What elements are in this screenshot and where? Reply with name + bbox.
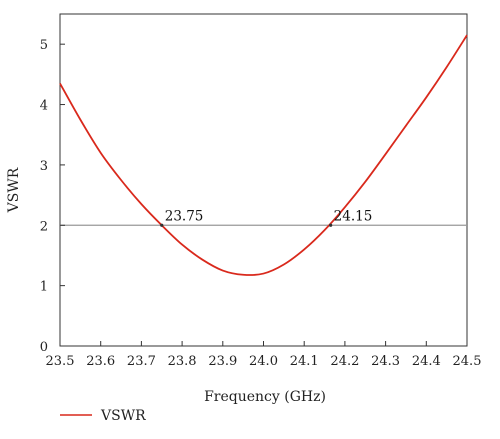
y-tick-label: 1 — [40, 280, 48, 295]
x-tick-label: 24.1 — [290, 354, 319, 369]
x-tick-label: 23.5 — [46, 354, 75, 369]
x-tick-label: 24.4 — [412, 354, 441, 369]
annotation-marker — [329, 223, 333, 227]
y-tick-label: 2 — [40, 219, 48, 234]
annotation-marker — [160, 223, 164, 227]
x-tick-label: 23.6 — [86, 354, 115, 369]
annotation-label: 24.15 — [334, 208, 373, 224]
x-tick-label: 23.7 — [127, 354, 156, 369]
y-tick-label: 5 — [40, 38, 48, 53]
x-tick-label: 24.2 — [330, 354, 359, 369]
y-tick-label: 4 — [40, 99, 48, 114]
annotation-label: 23.75 — [165, 208, 204, 224]
y-axis-label: VSWR — [6, 167, 22, 213]
x-axis-label: Frequency (GHz) — [204, 389, 326, 405]
legend-label-vswr: VSWR — [100, 408, 146, 424]
y-tick-label: 3 — [40, 159, 48, 174]
legend: VSWR — [60, 408, 146, 424]
x-tick-label: 24.5 — [453, 354, 482, 369]
series-line-vswr — [59, 34, 468, 276]
x-tick-label: 23.8 — [168, 354, 197, 369]
x-tick-label: 24.3 — [371, 354, 400, 369]
x-tick-label: 24.0 — [249, 354, 278, 369]
x-tick-label: 23.9 — [208, 354, 237, 369]
y-tick-label: 0 — [40, 340, 48, 355]
